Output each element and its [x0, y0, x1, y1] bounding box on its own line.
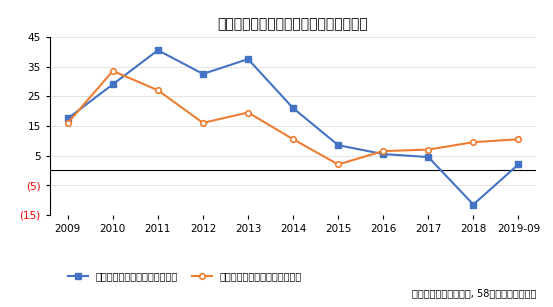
Title: 房地产及办公楼开发投资增速（百分比）: 房地产及办公楼开发投资增速（百分比） [218, 17, 368, 32]
Legend: 办公楼开发投资完成额累计同比, 房地产开发投资完成额累计同比: 办公楼开发投资完成额累计同比, 房地产开发投资完成额累计同比 [64, 267, 306, 285]
Text: 数据来源：国家统计局, 58安居客房产研究院: 数据来源：国家统计局, 58安居客房产研究院 [412, 288, 536, 298]
